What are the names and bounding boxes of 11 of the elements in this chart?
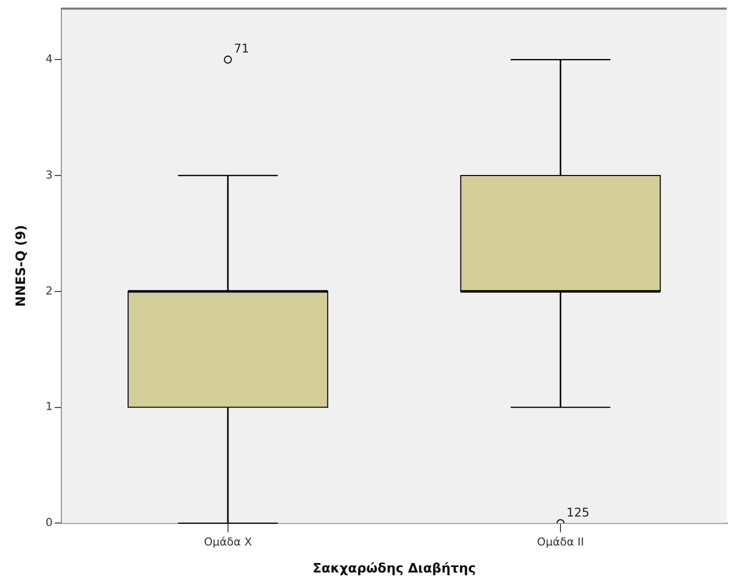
y-tick-label: 3 (46, 168, 53, 182)
y-tick-label: 2 (46, 284, 53, 298)
x-tick-label: Ομάδα II (537, 536, 584, 549)
annotation: 125 (566, 505, 590, 520)
y-tick-label: 1 (46, 400, 53, 414)
y-tick-label: 0 (46, 516, 53, 530)
annotation: 71 (234, 42, 250, 56)
y-axis-title: NNES-Q (9) (14, 224, 30, 307)
x-axis-title: Σακχαρώδης Διαβήτης (312, 562, 476, 577)
x-tick-label: Ομάδα X (204, 536, 252, 549)
y-tick-label: 4 (46, 52, 53, 66)
